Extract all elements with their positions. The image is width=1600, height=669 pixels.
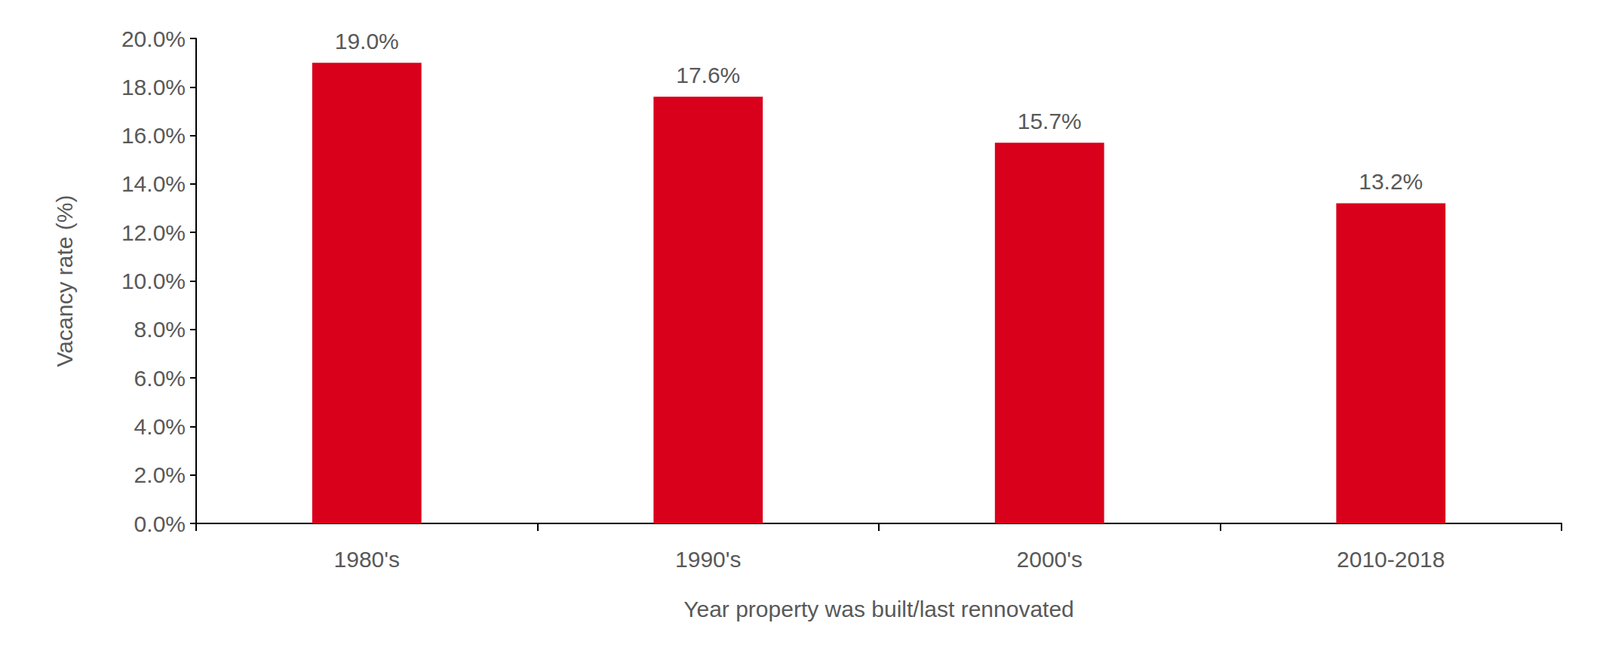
svg-text:1990's: 1990's [675, 546, 741, 572]
svg-text:2000's: 2000's [1016, 546, 1083, 572]
svg-text:10.0%: 10.0% [121, 268, 186, 294]
svg-text:16.0%: 16.0% [121, 122, 186, 148]
svg-text:Vacancy rate (%): Vacancy rate (%) [52, 195, 77, 368]
svg-text:20.0%: 20.0% [121, 26, 186, 52]
svg-text:8.0%: 8.0% [134, 316, 186, 342]
svg-text:6.0%: 6.0% [134, 365, 186, 391]
svg-text:0.0%: 0.0% [134, 511, 186, 537]
svg-text:17.6%: 17.6% [675, 62, 741, 88]
svg-text:18.0%: 18.0% [121, 74, 186, 100]
svg-text:2010-2018: 2010-2018 [1336, 546, 1445, 572]
svg-text:19.0%: 19.0% [334, 28, 400, 54]
svg-text:Year property was built/last r: Year property was built/last rennovated [683, 596, 1075, 622]
svg-text:13.2%: 13.2% [1358, 168, 1423, 194]
svg-text:1980's: 1980's [334, 546, 400, 572]
svg-text:12.0%: 12.0% [121, 220, 186, 246]
svg-text:15.7%: 15.7% [1017, 108, 1082, 134]
svg-text:4.0%: 4.0% [134, 414, 186, 440]
svg-text:14.0%: 14.0% [121, 171, 186, 197]
svg-text:2.0%: 2.0% [134, 462, 186, 488]
